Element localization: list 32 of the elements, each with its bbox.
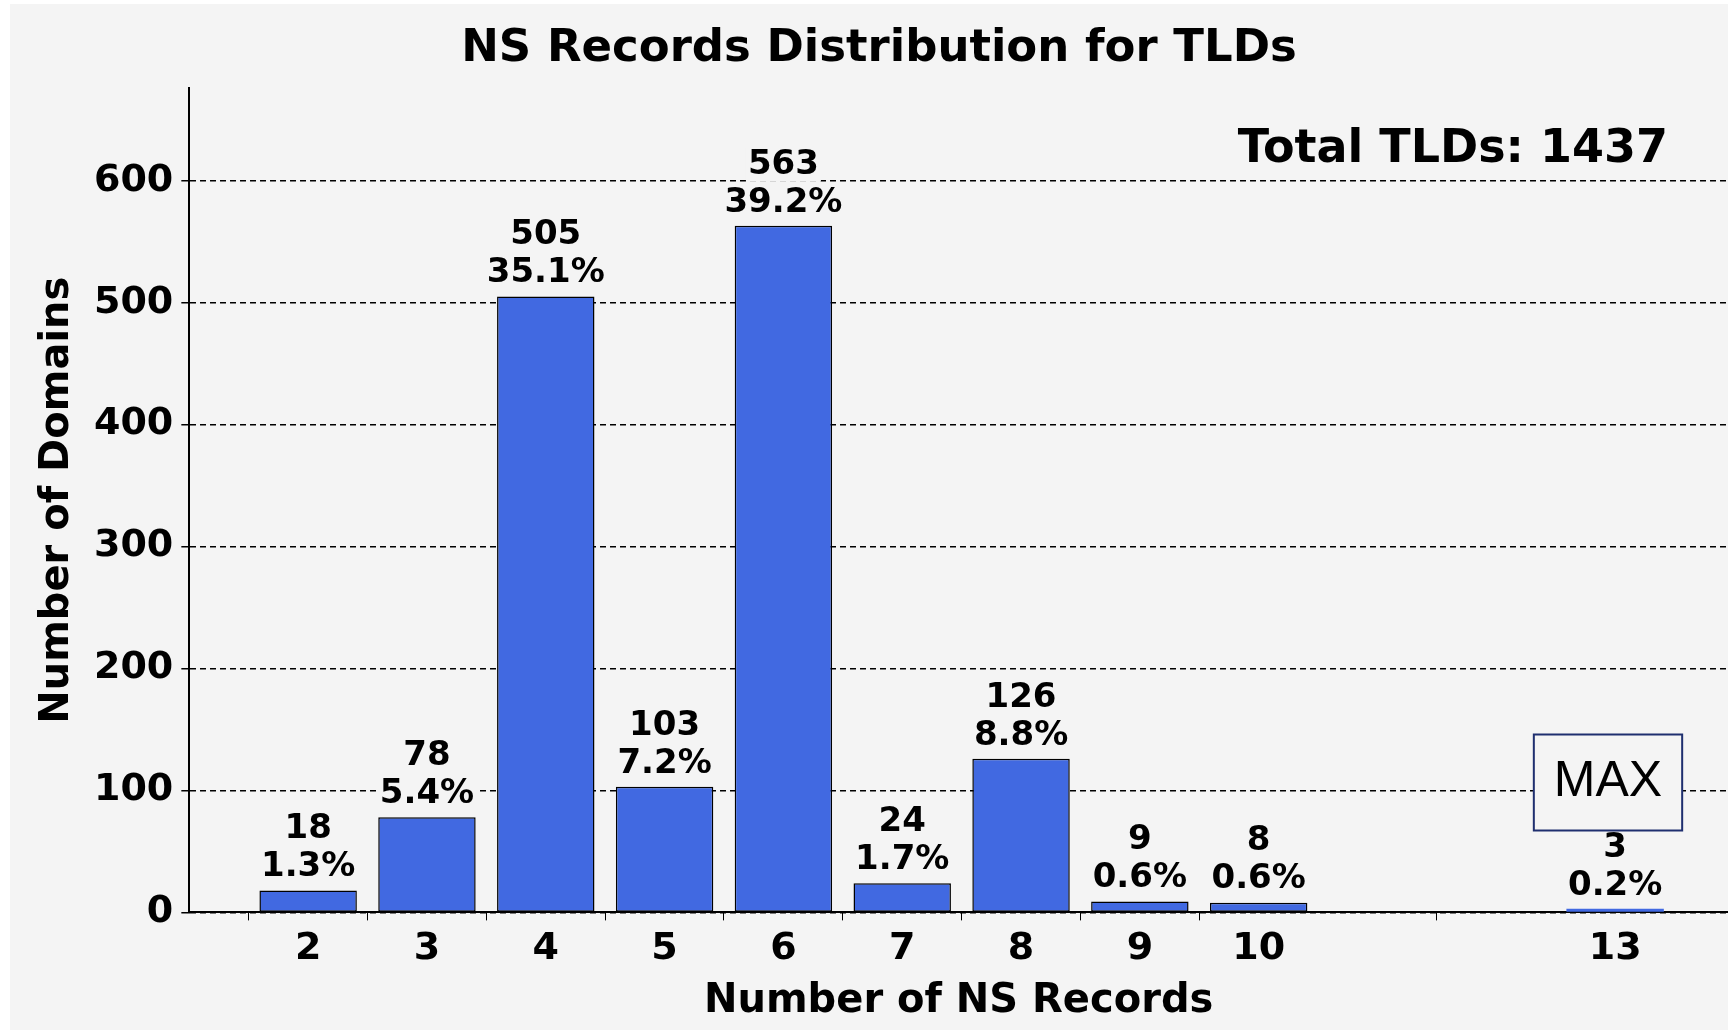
data-label: 8 0.6% [1211,818,1306,897]
x-tick-label: 9 [1126,924,1154,969]
x-tick-label: 5 [651,924,678,969]
y-tick-label: 600 [93,155,174,200]
y-tick-label: 100 [93,765,174,810]
data-label: 3 0.2% [1567,824,1663,903]
data-label: 563 39.2% [724,141,843,220]
x-tick-label: 7 [889,924,916,969]
y-tick-label: 400 [93,399,174,444]
x-tick-label: 10 [1232,924,1286,969]
data-label: 505 35.1% [486,212,605,291]
annotation: Total TLDs: 1437 [1237,118,1668,173]
x-tick-label: 4 [532,924,559,969]
x-tick-label: 8 [1007,924,1035,969]
data-label: 78 5.4% [379,733,475,812]
y-axis-title: Number of Domains [31,276,78,724]
y-tick-label: 200 [93,643,174,688]
y-tick-label: 500 [93,277,174,322]
x-tick-label: 6 [770,924,797,969]
data-label: 126 8.8% [973,674,1069,753]
data-label: 9 0.6% [1092,817,1187,896]
y-tick-label: 300 [93,521,174,566]
x-axis-title: Number of NS Records [703,975,1214,1022]
y-tick-label: 0 [146,887,174,932]
data-label: 103 7.2% [617,702,712,781]
annotation: MAX [1553,751,1663,808]
x-tick-label: 2 [294,924,322,969]
data-label: 18 1.3% [260,806,356,885]
data-label: 24 1.7% [855,798,950,877]
x-tick-label: 3 [413,924,441,969]
chart-title: NS Records Distribution for TLDs [461,18,1297,72]
x-tick-label: 13 [1588,924,1642,969]
